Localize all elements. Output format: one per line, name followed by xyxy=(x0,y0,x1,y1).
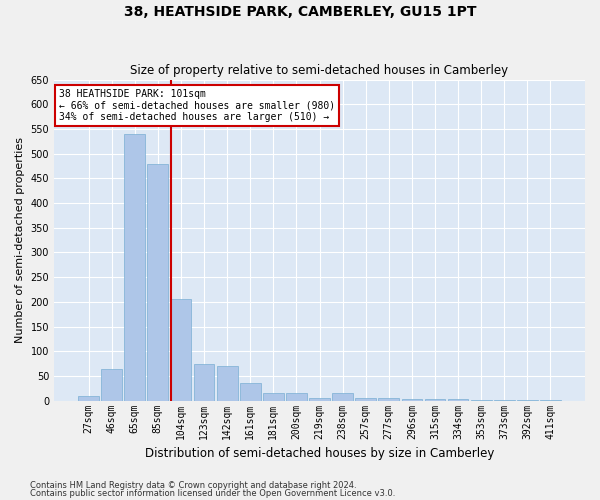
Bar xyxy=(448,399,469,400)
Y-axis label: Number of semi-detached properties: Number of semi-detached properties xyxy=(15,137,25,343)
Bar xyxy=(194,364,214,401)
Bar xyxy=(148,164,168,400)
Bar xyxy=(217,366,238,400)
Bar xyxy=(401,399,422,400)
Bar xyxy=(425,399,445,400)
Text: Contains HM Land Registry data © Crown copyright and database right 2024.: Contains HM Land Registry data © Crown c… xyxy=(30,480,356,490)
Bar xyxy=(379,398,399,400)
X-axis label: Distribution of semi-detached houses by size in Camberley: Distribution of semi-detached houses by … xyxy=(145,447,494,460)
Title: Size of property relative to semi-detached houses in Camberley: Size of property relative to semi-detach… xyxy=(130,64,509,77)
Text: 38 HEATHSIDE PARK: 101sqm
← 66% of semi-detached houses are smaller (980)
34% of: 38 HEATHSIDE PARK: 101sqm ← 66% of semi-… xyxy=(59,89,335,122)
Text: Contains public sector information licensed under the Open Government Licence v3: Contains public sector information licen… xyxy=(30,489,395,498)
Bar xyxy=(101,368,122,400)
Text: 38, HEATHSIDE PARK, CAMBERLEY, GU15 1PT: 38, HEATHSIDE PARK, CAMBERLEY, GU15 1PT xyxy=(124,5,476,19)
Bar xyxy=(240,384,260,400)
Bar xyxy=(263,393,284,400)
Bar xyxy=(170,300,191,400)
Bar xyxy=(355,398,376,400)
Bar xyxy=(309,398,330,400)
Bar xyxy=(286,393,307,400)
Bar xyxy=(124,134,145,400)
Bar xyxy=(332,393,353,400)
Bar xyxy=(78,396,99,400)
